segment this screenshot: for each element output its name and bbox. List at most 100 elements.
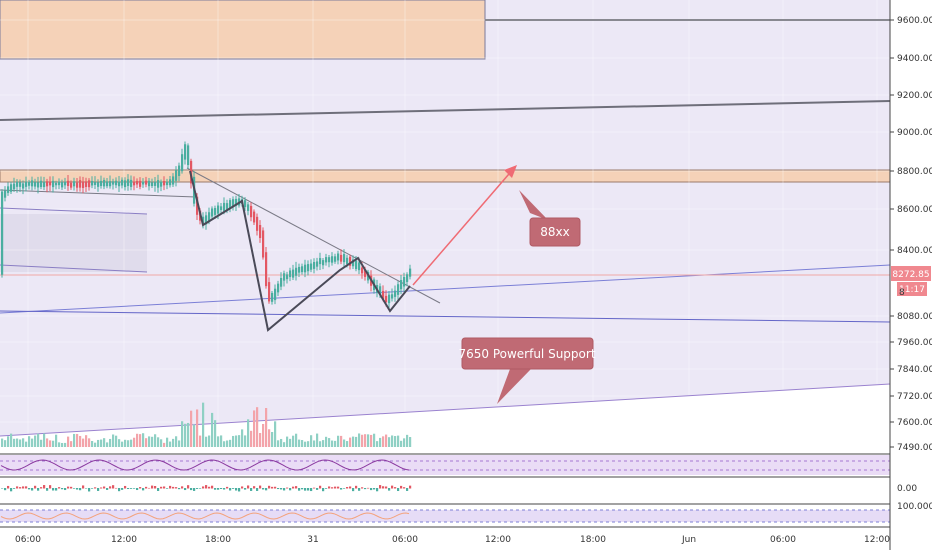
candle-body: [397, 284, 400, 295]
macd-bar: [139, 487, 142, 489]
volume-bar: [25, 441, 28, 447]
volume-bar: [376, 441, 379, 447]
volume-bar: [157, 437, 160, 447]
macd-bar: [175, 487, 178, 489]
macd-bar: [397, 488, 400, 492]
candle-body: [196, 196, 199, 215]
macd-bar: [112, 485, 115, 489]
candle-body: [226, 203, 229, 210]
macd-bar: [205, 485, 208, 489]
candle-body: [349, 256, 352, 266]
volume-bar: [175, 436, 178, 447]
volume-bar: [235, 435, 238, 447]
macd-bar: [166, 488, 169, 489]
candle-body: [307, 264, 310, 272]
macd-bar: [406, 488, 409, 491]
macd-bar: [148, 487, 151, 489]
candle-body: [358, 262, 361, 271]
callout-88xx-text: 88xx: [540, 225, 569, 239]
candle-body: [130, 179, 133, 187]
candle-body: [403, 276, 406, 287]
macd-bar: [247, 485, 250, 489]
candle-body: [292, 269, 295, 278]
macd-bar: [184, 488, 187, 491]
volume-bar: [301, 440, 304, 447]
macd-bar: [109, 486, 112, 489]
macd-bar: [28, 488, 31, 490]
volume-bar: [37, 433, 40, 447]
macd-bar: [370, 488, 373, 491]
volume-bar: [226, 440, 229, 447]
macd-bar: [154, 486, 157, 489]
macd-bar: [334, 486, 337, 489]
support-7650-line: [0, 383, 891, 437]
volume-bar: [103, 438, 106, 447]
volume-bar: [49, 440, 52, 447]
time-tick-label: 06:00: [392, 535, 418, 545]
volume-bar: [64, 442, 67, 447]
candle-body: [331, 256, 334, 263]
macd-bar: [145, 486, 148, 489]
volume-bar: [406, 434, 409, 447]
macd-bar: [151, 485, 154, 489]
candle-body: [211, 208, 214, 217]
macd-bar: [253, 486, 256, 489]
macd-bar: [16, 486, 19, 489]
volume-bar: [91, 440, 94, 447]
volume-bar: [274, 421, 277, 447]
volume-bar: [304, 441, 307, 447]
macd-bar: [385, 486, 388, 489]
volume-bar: [196, 409, 199, 447]
indicator-pane-1: [0, 455, 890, 475]
candle-body: [400, 280, 403, 290]
volume-bar: [4, 440, 7, 447]
candle-body: [31, 180, 34, 187]
candle-body: [208, 212, 211, 223]
volume-bar: [1, 438, 4, 447]
volume-bar: [73, 433, 76, 447]
indicator-2-tick-label: 0.00: [897, 484, 917, 494]
volume-bar: [214, 420, 217, 447]
volume-bar: [292, 435, 295, 447]
candle-body: [37, 182, 40, 188]
macd-bar: [91, 488, 94, 489]
macd-bar: [271, 486, 274, 489]
candle-body: [379, 286, 382, 296]
horizontal-support-line: [0, 310, 891, 323]
callout-88xx-box: [529, 217, 581, 247]
volume-bar: [322, 440, 325, 447]
macd-bar: [202, 486, 205, 489]
candle-body: [127, 179, 130, 186]
macd-bar: [217, 488, 220, 490]
candle-body: [13, 183, 16, 190]
macd-bar: [340, 488, 343, 490]
candle-body: [79, 180, 82, 188]
volume-bar: [340, 435, 343, 447]
macd-bar: [241, 486, 244, 489]
macd-bar: [31, 488, 34, 491]
macd-bar: [403, 487, 406, 489]
volume-bar: [127, 440, 130, 447]
volume-bar: [124, 439, 127, 447]
macd-bar: [295, 486, 298, 489]
macd-bar: [394, 487, 397, 489]
volume-bar: [82, 438, 85, 447]
volume-bar: [106, 442, 109, 447]
macd-bar: [208, 486, 211, 489]
candle-body: [175, 170, 178, 181]
candle-body: [205, 215, 208, 225]
volume-bar: [253, 410, 256, 447]
candle-body: [19, 182, 22, 187]
macd-bar: [400, 485, 403, 489]
candle-body: [382, 290, 385, 300]
volume-bar: [178, 440, 181, 447]
candle-body: [67, 180, 70, 187]
candle-body: [235, 198, 238, 206]
candle-body: [301, 266, 304, 273]
macd-bar: [283, 488, 286, 491]
candle-body: [274, 288, 277, 301]
macd-bar: [40, 487, 43, 489]
candle-body: [28, 182, 31, 186]
